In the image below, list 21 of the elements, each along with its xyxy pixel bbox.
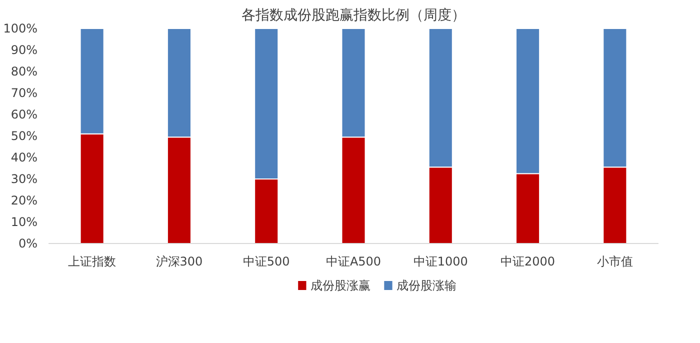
x-tick-label: 小市值	[596, 254, 633, 268]
y-tick-label: 70%	[10, 86, 38, 100]
x-tick-label: 中证1000	[413, 254, 468, 268]
x-tick-label: 上证指数	[68, 254, 116, 268]
y-tick-label: 0%	[18, 236, 38, 250]
chart-title: 各指数成份股跑赢指数比例（周度）	[242, 8, 466, 24]
y-tick-label: 40%	[10, 150, 38, 164]
y-tick-label: 100%	[3, 22, 38, 36]
y-tick-label: 60%	[10, 108, 38, 122]
x-tick-label: 中证A500	[326, 254, 382, 268]
y-tick-label: 20%	[10, 194, 38, 208]
y-tick-label: 10%	[10, 215, 38, 229]
x-tick-label: 中证500	[242, 254, 290, 268]
y-tick-label: 80%	[10, 64, 38, 78]
y-tick-label: 30%	[10, 172, 38, 186]
y-tick-label: 50%	[10, 129, 38, 143]
legend-label: 成份股涨输	[396, 278, 456, 292]
x-tick-label: 中证2000	[500, 254, 556, 268]
y-tick-label: 90%	[10, 43, 38, 57]
x-tick-label: 沪深300	[156, 254, 203, 268]
legend-label: 成份股涨赢	[310, 278, 370, 292]
